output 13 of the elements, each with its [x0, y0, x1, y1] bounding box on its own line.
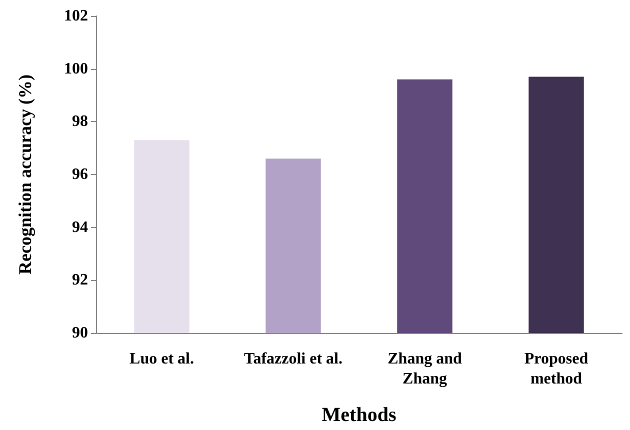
x-axis-title: Methods: [322, 404, 396, 426]
x-tick-label: Zhang and Zhang: [388, 350, 462, 388]
x-tick-label: Proposed method: [524, 350, 588, 388]
y-tick-label: 96: [72, 166, 88, 183]
y-tick-label: 98: [72, 113, 88, 130]
x-tick-label: Luo et al.: [130, 350, 194, 368]
y-axis-title: Recognition accuracy (%): [15, 74, 35, 274]
y-tick-label: 102: [64, 8, 88, 24]
x-tick-label: Tafazzoli et al.: [244, 350, 342, 368]
y-tick-label: 94: [72, 218, 88, 236]
y-tick-label: 92: [72, 272, 88, 289]
y-tick-label: 90: [72, 324, 88, 342]
y-tick-label: 100: [64, 60, 88, 78]
